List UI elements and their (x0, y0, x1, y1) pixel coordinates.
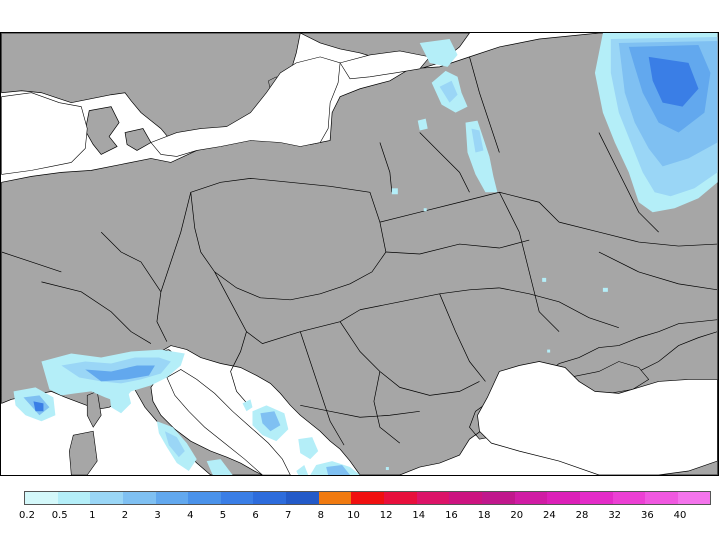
legend-tick-label: 18 (477, 510, 491, 521)
legend-tick-label: 0.5 (51, 510, 68, 521)
legend-swatch (253, 492, 287, 504)
legend-tick-label: 10 (347, 510, 360, 521)
north-sea (1, 92, 88, 175)
legend-tick-label: 16 (445, 510, 458, 521)
denmark-islands (124, 128, 152, 151)
black-sea (477, 361, 718, 475)
legend-swatch (220, 492, 254, 504)
legend-swatch (547, 492, 580, 504)
legend-swatch (645, 492, 678, 504)
legend-swatch (514, 492, 548, 504)
precip-baltic (391, 38, 498, 195)
legend-swatch (612, 492, 646, 504)
legend-swatch (122, 492, 156, 504)
legend-tick-label: 12 (379, 510, 393, 521)
legend-swatch (318, 492, 352, 504)
legend-tick-label: 32 (608, 510, 622, 521)
legend-swatch (449, 492, 482, 504)
legend-tick-label: 7 (285, 510, 292, 521)
legend-tick-label: 6 (252, 510, 259, 521)
legend-swatch (155, 492, 189, 504)
legend-swatch (57, 492, 91, 504)
map-canvas (1, 33, 718, 475)
legend-tick-label: 24 (543, 510, 556, 521)
legend-swatch (188, 492, 221, 504)
legend-swatch (286, 492, 319, 504)
legend-swatch (90, 492, 123, 504)
precipitation-legend: 0.2 0.5 1 2 3 4 5 6 7 8 10 12 14 16 18 20 24 28 32 36 40 (19, 490, 714, 530)
legend-swatch (25, 492, 58, 504)
precip-ne (594, 33, 718, 213)
baltic-sea (150, 56, 341, 157)
legend-color-bar (24, 491, 712, 505)
legend-tick-label: 3 (154, 510, 161, 521)
legend-tick-label: 2 (121, 510, 129, 521)
adriatic-sea (166, 369, 291, 475)
country-borders (1, 56, 718, 446)
precip-scattered (385, 208, 608, 471)
legend-tick-label: 40 (673, 510, 687, 521)
legend-tick-label: 28 (575, 510, 589, 521)
denmark-land (84, 106, 120, 155)
legend-tick-label: 36 (640, 510, 654, 521)
legend-swatch (416, 492, 450, 504)
legend-tick-label: 0.2 (19, 510, 35, 521)
gulf-of-finland (339, 50, 431, 80)
legend-swatch (579, 492, 613, 504)
precip-alps (13, 349, 185, 422)
legend-tick-label: 8 (317, 510, 325, 521)
legend-swatch (481, 492, 515, 504)
legend-tick-label: 5 (219, 510, 227, 521)
precipitation-map (0, 32, 719, 476)
legend-swatch (677, 492, 711, 504)
legend-tick-label: 20 (510, 510, 524, 521)
sardinia-island (69, 430, 98, 475)
legend-swatch (351, 492, 385, 504)
legend-swatch (384, 492, 417, 504)
legend-tick-label: 14 (412, 510, 426, 521)
legend-tick-label: 1 (89, 510, 96, 521)
precip-italy-balkans (156, 399, 360, 475)
legend-tick-label: 4 (187, 510, 194, 521)
